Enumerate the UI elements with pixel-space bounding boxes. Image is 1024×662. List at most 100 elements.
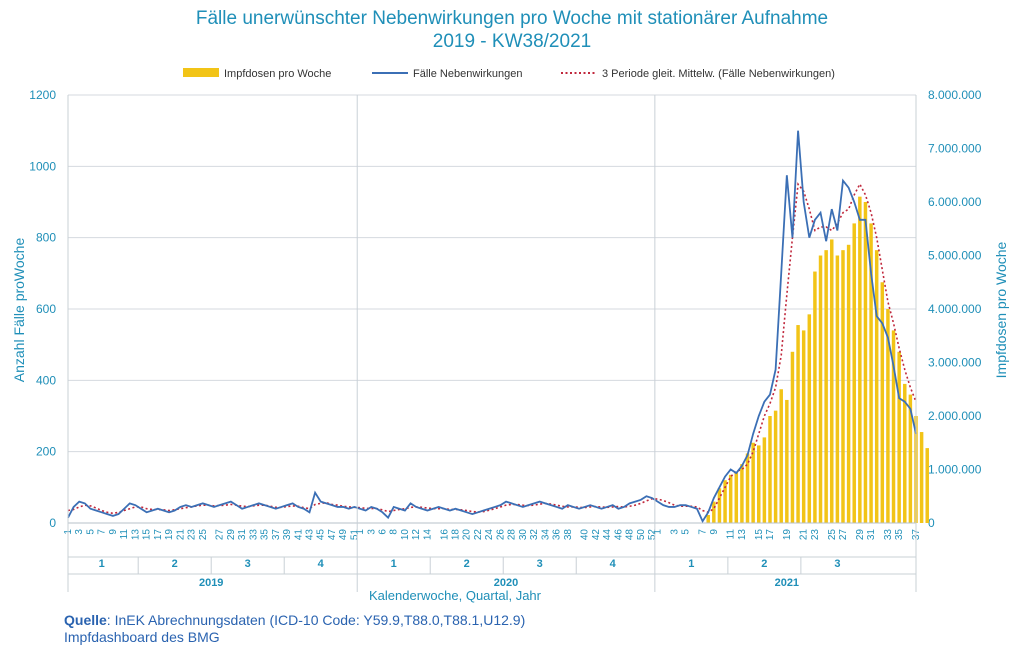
week-tick-label: 11 [726, 529, 737, 540]
dose-bar [813, 271, 817, 523]
source-text-1: : InEK Abrechnungsdaten (ICD-10 Code: Y5… [106, 612, 526, 628]
week-tick-label: 5 [86, 529, 97, 535]
dose-bar [874, 250, 879, 523]
week-tick-label: 48 [625, 529, 636, 541]
legend-bars-label: Impfdosen pro Woche [224, 68, 331, 80]
week-tick-label: 26 [495, 529, 506, 541]
case-lines [67, 130, 917, 524]
dose-bar [897, 351, 901, 523]
right-y-tick-label: 0 [928, 516, 935, 530]
right-y-tick-label: 1.000.000 [928, 463, 982, 477]
right-y-tick-label: 6.000.000 [928, 195, 982, 209]
week-tick-label: 46 [613, 529, 624, 541]
dose-bar [728, 474, 733, 523]
week-tick-label: 31 [237, 529, 248, 541]
week-tick-label: 22 [473, 529, 484, 541]
dose-bar [762, 437, 767, 523]
dose-bar [796, 325, 800, 523]
week-tick-label: 3 [670, 529, 681, 535]
week-tick-label: 21 [175, 529, 186, 541]
week-tick-label: 19 [164, 529, 175, 541]
quarter-label: 3 [537, 558, 543, 570]
week-tick-label: 45 [316, 529, 327, 541]
week-tick-label: 10 [400, 529, 411, 541]
dose-bar [712, 501, 716, 523]
left-y-tick-label: 1200 [29, 88, 56, 102]
dose-bar [919, 432, 924, 523]
dose-bar [908, 394, 913, 523]
week-tick-label: 50 [636, 529, 647, 541]
week-tick-label: 44 [602, 529, 613, 541]
x-axis-title: Kalenderwoche, Quartal, Jahr [369, 588, 542, 603]
dose-bar [717, 488, 722, 523]
week-tick-label: 38 [563, 529, 574, 541]
week-tick-label: 20 [462, 529, 473, 541]
week-tick-label: 5 [681, 529, 692, 535]
left-y-tick-label: 400 [36, 373, 56, 387]
right-y-tick-label: 8.000.000 [928, 88, 982, 102]
right-y-tick-label: 5.000.000 [928, 249, 982, 263]
dose-bar [773, 410, 778, 523]
legend-dotted-label: 3 Periode gleit. Mittelw. (Fälle Nebenwi… [602, 68, 835, 80]
week-tick-label: 36 [552, 529, 563, 541]
week-tick-label: 33 [248, 529, 259, 541]
dose-bar [768, 416, 772, 523]
left-y-tick-label: 200 [36, 445, 56, 459]
source-line-2: Impfdashboard des BMG [64, 629, 220, 645]
dose-bar [740, 464, 744, 523]
week-tick-label: 23 [187, 529, 198, 541]
week-tick-label: 40 [580, 529, 591, 541]
quarter-label: 1 [688, 558, 694, 570]
week-tick-label: 52 [647, 529, 658, 541]
dose-bar [852, 223, 856, 523]
source-line-1: Quelle: InEK Abrechnungsdaten (ICD-10 Co… [64, 612, 525, 628]
legend-bars-swatch [183, 68, 219, 77]
left-y-tick-label: 800 [36, 231, 56, 245]
chart-title-line-1: Fälle unerwünschter Nebenwirkungen pro W… [195, 8, 829, 29]
week-tick-label: 29 [226, 529, 237, 541]
week-tick-label: 37 [271, 529, 282, 541]
week-tick-label: 28 [507, 529, 518, 541]
dose-bar [903, 383, 907, 523]
dose-bars [706, 196, 929, 524]
dose-bar [785, 399, 789, 523]
dose-bar [863, 202, 868, 523]
dose-bar [807, 314, 812, 523]
right-y-tick-label: 3.000.000 [928, 356, 982, 370]
quarter-label: 2 [172, 558, 178, 570]
week-tick-label: 14 [422, 529, 433, 541]
week-tick-label: 30 [518, 529, 529, 541]
week-tick-label: 43 [305, 529, 316, 541]
dose-bar [723, 480, 727, 523]
dose-bar [824, 250, 828, 523]
week-tick-label: 42 [591, 529, 602, 541]
quarter-label: 3 [834, 558, 840, 570]
week-tick-label: 8 [389, 529, 400, 535]
left-y-tick-label: 0 [49, 516, 56, 530]
week-tick-label: 29 [855, 529, 866, 541]
week-tick-label: 31 [866, 529, 877, 541]
dose-bar [751, 442, 755, 523]
week-tick-label: 39 [282, 529, 293, 541]
week-tick-label: 13 [130, 529, 141, 541]
week-tick-label: 12 [411, 529, 422, 541]
legend-line-label: Fälle Nebenwirkungen [413, 68, 522, 80]
week-tick-label: 51 [349, 529, 360, 541]
left-y-tick-label: 600 [36, 302, 56, 316]
dose-bar [779, 389, 783, 523]
week-tick-label: 34 [540, 529, 551, 541]
combo-chart: Impfdosen pro Woche Fälle Nebenwirkungen 3… [11, 68, 1009, 603]
x-axis: 1357911131517192123252729313335373941434… [63, 95, 922, 592]
week-tick-label: 49 [338, 529, 349, 541]
quarter-label: 2 [761, 558, 767, 570]
week-tick-label: 3 [366, 529, 377, 535]
week-tick-label: 15 [754, 529, 765, 541]
week-tick-label: 47 [327, 529, 338, 541]
dose-bar [925, 448, 929, 523]
week-tick-label: 25 [198, 529, 209, 541]
week-tick-label: 24 [484, 529, 495, 541]
dose-bar [757, 445, 761, 523]
left-y-axis: 0 200 400 600 800 1000 1200 [29, 88, 56, 530]
right-y-axis: 0 1.000.000 2.000.000 3.000.000 4.000.000 5.0… [928, 88, 982, 530]
